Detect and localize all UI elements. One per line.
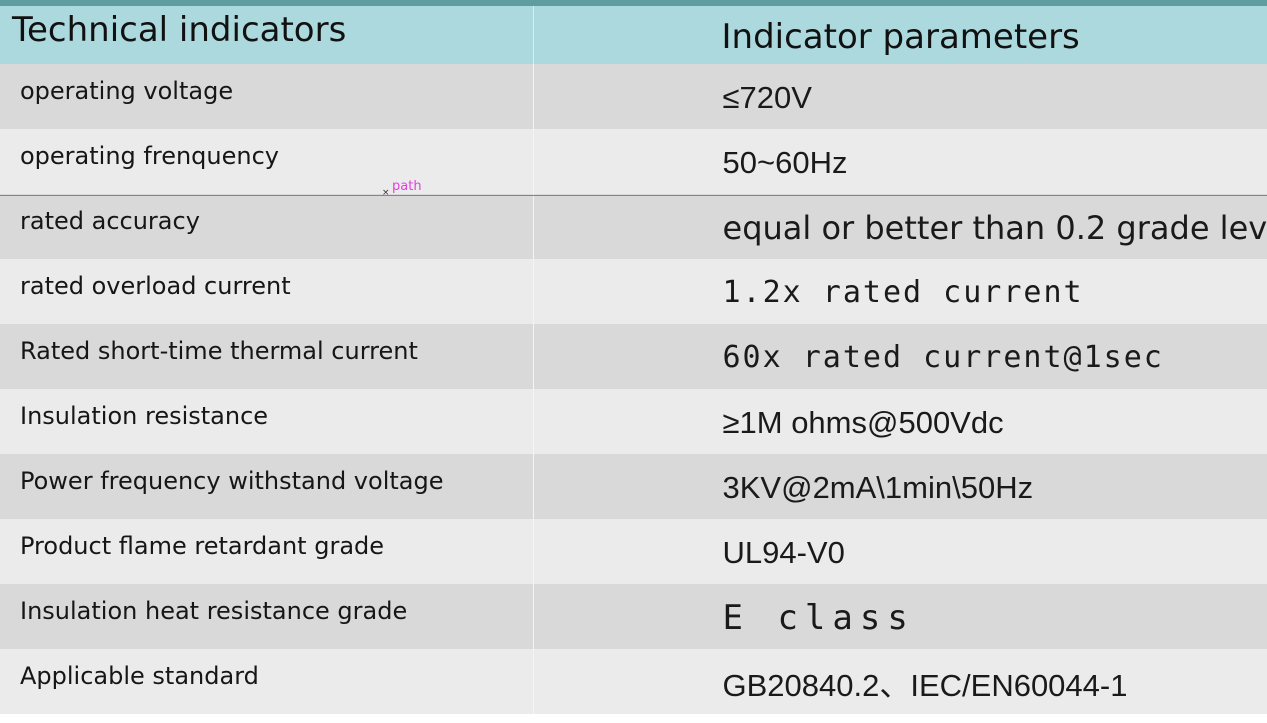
table-row: rated accuracy equal or better than 0.2 … [0, 194, 1267, 259]
indicator-name: Product flame retardant grade [20, 531, 385, 560]
indicator-value: 3KV@2mA\1min\50Hz [532, 454, 1267, 519]
indicator-name: Rated short-time thermal current [20, 336, 418, 365]
indicator-name: Power frequency withstand voltage [20, 466, 444, 495]
selection-guide-line[interactable] [0, 195, 1267, 196]
indicator-value: 60x rated current@1sec [532, 324, 1267, 389]
table-row: Rated short-time thermal current 60x rat… [0, 324, 1267, 389]
indicator-name: rated accuracy [20, 206, 200, 235]
table-row: Product flame retardant grade UL94-V0 [0, 519, 1267, 584]
table-row: Insulation heat resistance grade E class [0, 584, 1267, 649]
indicator-name: operating frenquency [20, 141, 279, 170]
path-anchor-icon[interactable]: × [382, 188, 390, 198]
indicator-name: Insulation heat resistance grade [20, 596, 408, 625]
table-row: operating frenquency 50~60Hz [0, 129, 1267, 194]
table-row: Power frequency withstand voltage 3KV@2m… [0, 454, 1267, 519]
indicator-value: 1.2x rated current [532, 259, 1267, 324]
indicator-name: rated overload current [20, 271, 291, 300]
indicator-name: Applicable standard [20, 661, 259, 690]
indicator-value: UL94-V0 [532, 519, 1267, 584]
table-header-row: Technical indicators Indicator parameter… [0, 6, 1267, 64]
indicator-value: ≥1M ohms@500Vdc [532, 389, 1267, 454]
top-rule [0, 0, 1267, 6]
table-row: Applicable standard GB20840.2、IEC/EN6004… [0, 649, 1267, 714]
table-row: Insulation resistance ≥1M ohms@500Vdc [0, 389, 1267, 454]
table-row: operating voltage ≤720V [0, 64, 1267, 129]
path-label: path [392, 179, 422, 194]
indicator-value: ≤720V [532, 64, 1267, 129]
spec-table: Technical indicators Indicator parameter… [0, 6, 1267, 714]
indicator-value: equal or better than 0.2 grade level [532, 194, 1267, 259]
indicator-value: E class [532, 584, 1267, 649]
table-row: rated overload current 1.2x rated curren… [0, 259, 1267, 324]
header-technical-indicators: Technical indicators [12, 10, 347, 50]
indicator-value: GB20840.2、IEC/EN60044-1 [532, 649, 1267, 714]
indicator-name: operating voltage [20, 76, 234, 105]
header-indicator-parameters: Indicator parameters [532, 6, 1267, 64]
indicator-name: Insulation resistance [20, 401, 269, 430]
indicator-value: 50~60Hz [532, 129, 1267, 194]
